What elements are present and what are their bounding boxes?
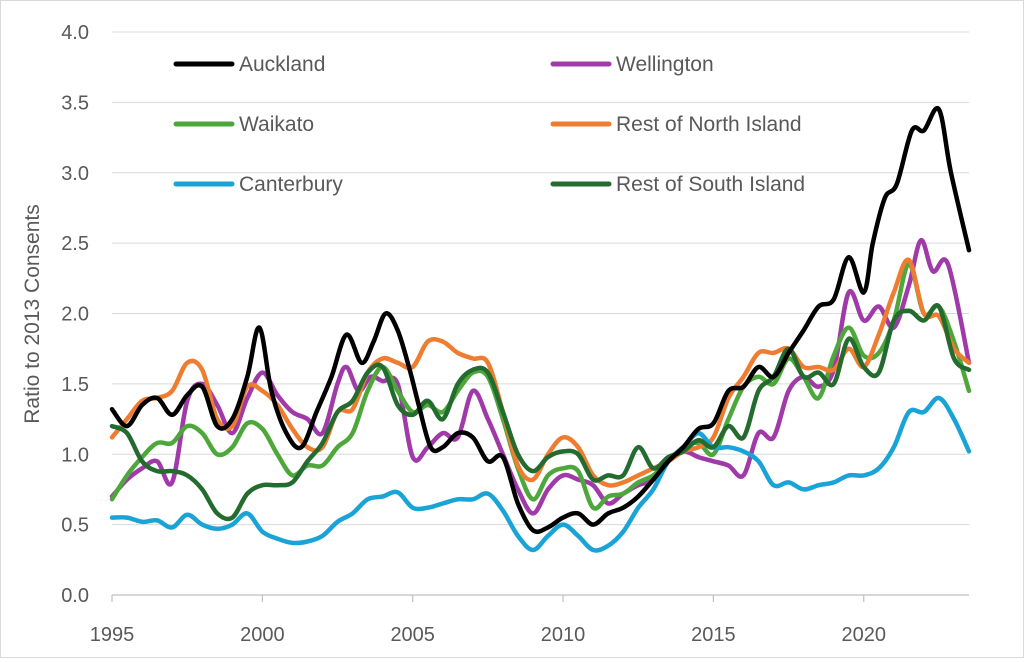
y-tick-label: 2.0 — [61, 304, 89, 326]
legend-label-rest-of-south-island: Rest of South Island — [616, 173, 805, 196]
x-tick-label: 2020 — [842, 624, 887, 646]
y-tick-label: 1.5 — [61, 374, 89, 396]
y-axis-ticks: 0.0 0.5 1.0 1.5 2.0 2.5 3.0 3.5 4.0 — [61, 22, 89, 607]
series-line-canterbury — [109, 395, 972, 553]
legend-label-auckland: Auckland — [239, 53, 325, 76]
y-tick-label: 3.5 — [61, 92, 89, 114]
y-tick-label: 3.0 — [61, 163, 89, 185]
x-tick-label: 2000 — [240, 624, 285, 646]
x-axis: 1995 2000 2005 2010 2015 2020 — [90, 594, 969, 646]
legend: Auckland Wellington Waikato Rest of North I… — [173, 53, 805, 196]
y-axis-label: Ratio to 2013 Consents — [21, 204, 44, 423]
y-tick-label: 0.5 — [61, 515, 89, 537]
legend-label-waikato: Waikato — [239, 113, 314, 136]
series-line-auckland — [109, 105, 972, 535]
y-tick-label: 4.0 — [61, 22, 89, 44]
series-lines — [109, 105, 972, 553]
x-tick-label: 1995 — [90, 624, 135, 646]
y-tick-label: 1.0 — [61, 444, 89, 466]
x-tick-label: 2005 — [390, 624, 435, 646]
x-tick-label: 2015 — [691, 624, 736, 646]
x-tick-label: 2010 — [541, 624, 586, 646]
legend-label-wellington: Wellington — [616, 53, 714, 76]
y-tick-label: 0.0 — [61, 585, 89, 607]
series-line-rest-of-north-island — [109, 257, 972, 488]
legend-label-rest-of-north-island: Rest of North Island — [616, 113, 802, 136]
y-tick-label: 2.5 — [61, 233, 89, 255]
legend-label-canterbury: Canterbury — [239, 173, 343, 196]
series-line-rest-of-south-island — [109, 302, 972, 522]
